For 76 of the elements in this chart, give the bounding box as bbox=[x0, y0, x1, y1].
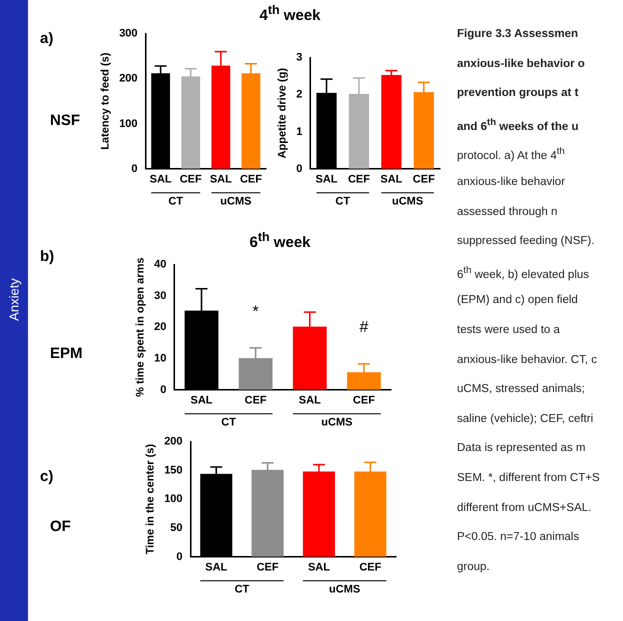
x-tick-label: SAL bbox=[190, 394, 213, 406]
caption: Figure 3.3 Assessmen bbox=[457, 28, 578, 40]
text: group. bbox=[457, 560, 490, 573]
y-tick-label: 200 bbox=[164, 436, 183, 448]
text: uCMS bbox=[220, 195, 252, 208]
y-tick-label: 150 bbox=[164, 464, 183, 476]
text: CT bbox=[168, 195, 184, 208]
text: and 6$^{th}$ weeks of the u bbox=[457, 116, 579, 133]
x-tick-label: CEF bbox=[412, 173, 436, 186]
x-tick-label: CEF bbox=[180, 173, 202, 186]
text: anxious-like behavior bbox=[457, 176, 566, 188]
x-tick-label: CEF bbox=[359, 561, 382, 574]
x-tick-label: SAL bbox=[150, 173, 172, 186]
y-tick-label: 100 bbox=[164, 493, 183, 506]
text: CT bbox=[234, 583, 250, 596]
y-axis-title: Latency to feed (s) bbox=[100, 52, 112, 150]
x-tick-label: CEF bbox=[256, 561, 279, 574]
text: CT bbox=[221, 416, 236, 428]
text: 6$^{th}$ week, b) elevated plus bbox=[457, 264, 590, 281]
text: uCMS, stressed animals; bbox=[457, 383, 585, 396]
y-tick-label: 50 bbox=[170, 522, 183, 534]
chart-title: 4$^{th}$ week bbox=[258, 3, 322, 24]
x-tick-label: CEF bbox=[352, 394, 376, 406]
y-tick-label: 3 bbox=[296, 52, 302, 64]
text: OF bbox=[50, 518, 71, 535]
y-tick-label: 0 bbox=[160, 384, 166, 396]
x-tick-label: SAL bbox=[380, 173, 403, 186]
text: (EPM) and c) open field bbox=[457, 294, 578, 306]
y-tick-label: 1 bbox=[296, 126, 302, 138]
y-axis-title: Appetite drive (g) bbox=[276, 68, 289, 158]
text: Anxiety bbox=[6, 277, 22, 323]
text: uCMS bbox=[321, 416, 352, 428]
x-tick-label: SAL bbox=[308, 561, 330, 574]
y-tick-label: 30 bbox=[154, 290, 166, 302]
text: saline (vehicle); CEF, ceftri bbox=[457, 412, 594, 425]
y-tick-label: 2 bbox=[296, 88, 302, 101]
text: uCMS bbox=[329, 583, 360, 596]
text: NSF bbox=[50, 112, 80, 129]
annotation: # bbox=[359, 319, 368, 336]
text: P<0.05. n=7-10 animals bbox=[457, 531, 580, 544]
text: suppressed feeding (NSF). bbox=[457, 235, 594, 248]
x-tick-label: CEF bbox=[348, 173, 370, 186]
y-tick-label: 300 bbox=[119, 28, 138, 40]
text: c) bbox=[40, 468, 54, 485]
y-tick-label: 0 bbox=[296, 162, 302, 175]
text: SEM. *, different from CT+S bbox=[457, 472, 600, 484]
x-tick-label: SAL bbox=[210, 173, 232, 186]
text: b) bbox=[40, 248, 54, 265]
y-axis-title: % time spent in open arms bbox=[134, 258, 147, 397]
y-tick-label: 100 bbox=[119, 118, 138, 130]
annotation: * bbox=[252, 303, 259, 320]
x-tick-label: CEF bbox=[244, 394, 267, 406]
y-tick-label: 20 bbox=[154, 321, 166, 334]
text: tests were used to a bbox=[457, 324, 560, 336]
text: CT bbox=[335, 195, 350, 208]
y-tick-label: 0 bbox=[176, 550, 183, 563]
text: anxious-like behavior o bbox=[457, 58, 585, 70]
y-tick-label: 0 bbox=[131, 162, 138, 175]
chart-title: 6$^{th}$ week bbox=[248, 230, 312, 251]
y-tick-label: 200 bbox=[119, 72, 138, 85]
text: different from uCMS+SAL. bbox=[457, 502, 592, 514]
text: EPM bbox=[50, 345, 83, 362]
x-tick-label: CEF bbox=[240, 173, 262, 186]
text: prevention groups at t bbox=[457, 87, 578, 100]
text: anxious-like behavior. CT, c bbox=[457, 354, 597, 366]
x-tick-label: SAL bbox=[205, 561, 228, 574]
y-tick-label: 40 bbox=[154, 258, 166, 271]
x-tick-label: SAL bbox=[316, 173, 338, 186]
y-axis-title: Time in the center (s) bbox=[144, 444, 157, 554]
text: assessed through n bbox=[457, 206, 558, 218]
x-tick-label: SAL bbox=[298, 394, 322, 406]
text: a) bbox=[40, 30, 54, 47]
text: uCMS bbox=[392, 195, 424, 208]
y-tick-label: 10 bbox=[154, 352, 166, 365]
text: Data is represented as m bbox=[457, 442, 586, 454]
text: protocol. a) At the 4$^{th}$ bbox=[457, 146, 565, 162]
